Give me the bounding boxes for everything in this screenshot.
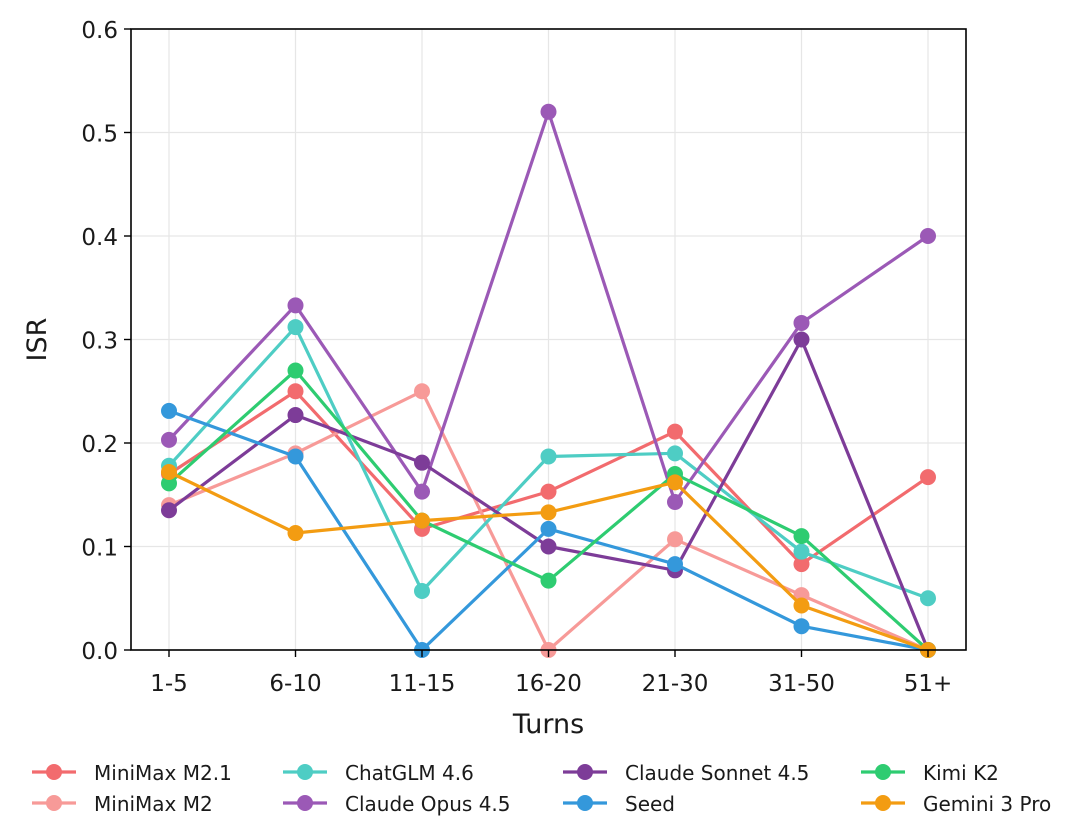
legend-item: ChatGLM 4.6 [283, 761, 474, 785]
y-tick-label: 0.2 [81, 432, 118, 458]
legend-item: Gemini 3 Pro [861, 792, 1051, 816]
data-point [414, 454, 430, 471]
legend-marker [297, 764, 313, 780]
x-tick-label: 21-30 [642, 671, 709, 697]
legend-item: MiniMax M2.1 [32, 761, 232, 785]
legend-label: ChatGLM 4.6 [345, 761, 474, 785]
data-point [161, 463, 177, 480]
legend-marker [577, 764, 593, 780]
x-tick-label: 6-10 [269, 671, 321, 697]
data-point [287, 525, 304, 542]
legend-item: MiniMax M2 [32, 792, 213, 816]
series-gemini-3-pro [161, 463, 936, 658]
data-point [414, 383, 430, 400]
y-tick-label: 0.1 [81, 536, 118, 562]
data-point [793, 556, 810, 573]
legend-label: MiniMax M2.1 [94, 761, 232, 785]
data-point [667, 474, 683, 491]
data-point [793, 528, 810, 545]
x-tick-label: 31-50 [768, 671, 835, 697]
data-point [667, 423, 683, 440]
legend-marker [875, 764, 891, 780]
data-point [667, 531, 683, 548]
legend-marker [46, 764, 62, 780]
x-axis-label: Turns [512, 709, 584, 740]
data-point [287, 297, 304, 314]
data-point [414, 583, 430, 600]
data-point [920, 469, 936, 486]
legend-marker [875, 795, 891, 811]
legend-marker [46, 795, 62, 811]
data-point [414, 512, 430, 529]
data-point [793, 314, 810, 331]
legend-label: Claude Opus 4.5 [345, 792, 511, 816]
data-point [540, 103, 557, 120]
legend-label: Seed [625, 792, 675, 816]
legend-label: Gemini 3 Pro [923, 792, 1051, 816]
data-point [414, 483, 430, 500]
data-point [161, 502, 177, 519]
data-point [920, 228, 936, 244]
legend-item: Kimi K2 [861, 761, 999, 785]
axes: 0.0 0.1 0.2 0.3 0.4 0.5 0.6 1-5 6-10 11-15 16-20 21… [81, 18, 952, 697]
data-point [667, 493, 683, 510]
data-point [161, 475, 177, 492]
y-tick-label: 0.5 [81, 122, 118, 148]
y-tick-label: 0.0 [81, 639, 118, 665]
data-point [667, 445, 683, 462]
legend-item: Claude Opus 4.5 [283, 792, 511, 816]
y-tick-label: 0.3 [81, 329, 118, 355]
data-point [287, 319, 304, 336]
data-point [161, 431, 177, 448]
data-point [793, 331, 810, 348]
data-point [161, 402, 177, 419]
x-tick-label: 11-15 [389, 671, 456, 697]
series-claude-opus-4-5 [161, 103, 936, 510]
legend-item: Claude Sonnet 4.5 [563, 761, 809, 785]
data-point [287, 448, 304, 465]
series-lines [161, 103, 936, 658]
grid [131, 28, 966, 651]
legend-item: Seed [563, 792, 675, 816]
y-tick-label: 0.6 [81, 18, 118, 44]
data-point [920, 590, 936, 607]
data-point [287, 407, 304, 424]
x-tick-label: 16-20 [515, 671, 582, 697]
legend-marker [297, 795, 313, 811]
legend-label: Claude Sonnet 4.5 [625, 761, 809, 785]
data-point [540, 538, 557, 555]
data-point [667, 556, 683, 573]
y-tick-label: 0.4 [81, 225, 118, 251]
data-point [793, 543, 810, 560]
data-point [540, 448, 557, 465]
data-point [287, 362, 304, 379]
legend-label: Kimi K2 [923, 761, 999, 785]
legend-label: MiniMax M2 [94, 792, 213, 816]
x-tick-label: 51+ [904, 671, 953, 697]
legend: MiniMax M2.1 MiniMax M2 ChatGLM 4.6 Claude … [32, 761, 1051, 816]
data-point [540, 520, 557, 537]
series-chatglm-4-6 [161, 319, 936, 607]
y-axis-label: ISR [22, 318, 53, 362]
data-point [540, 572, 557, 589]
legend-marker [577, 795, 593, 811]
data-point [793, 597, 810, 614]
data-point [540, 483, 557, 500]
x-tick-label: 1-5 [150, 671, 188, 697]
data-point [287, 383, 304, 400]
data-point [540, 504, 557, 521]
data-point [793, 618, 810, 635]
